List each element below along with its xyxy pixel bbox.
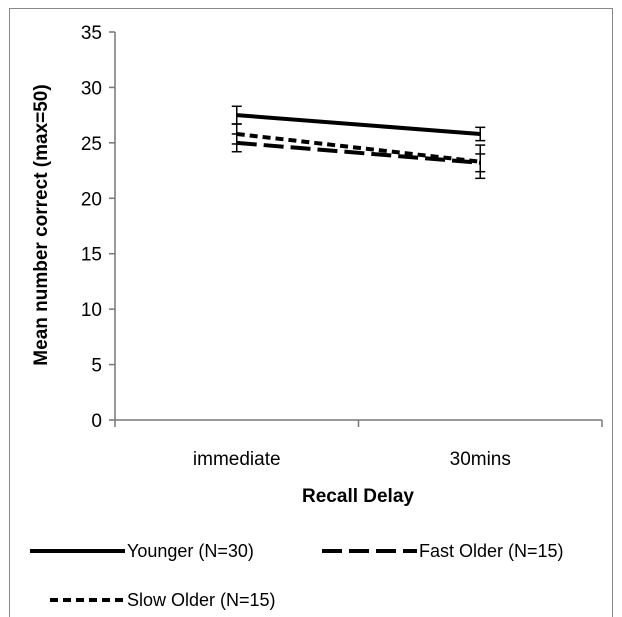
series-line bbox=[236, 113, 481, 136]
y-tick-label: 10 bbox=[81, 300, 102, 321]
y-tick-label: 25 bbox=[81, 134, 102, 155]
series-layer bbox=[231, 105, 486, 180]
x-axis-title: Recall Delay bbox=[302, 486, 414, 507]
y-tick-label: 0 bbox=[91, 411, 102, 432]
y-axis-ticks: 0 5 10 15 20 25 30 35 bbox=[81, 23, 115, 432]
y-tick-label: 5 bbox=[91, 356, 102, 377]
y-tick-label: 30 bbox=[81, 78, 102, 99]
series-1 bbox=[231, 105, 486, 142]
y-tick-label: 20 bbox=[81, 189, 102, 210]
series-line bbox=[236, 140, 481, 165]
y-tick-label: 35 bbox=[81, 23, 102, 44]
y-axis-title: Mean number correct (max=50) bbox=[31, 84, 52, 365]
x-axis-ticks: immediate 30mins bbox=[114, 420, 603, 470]
series-line bbox=[236, 132, 481, 164]
x-tick-label: 30mins bbox=[450, 449, 511, 470]
x-tick-label: immediate bbox=[193, 449, 281, 470]
legend-label: Slow Older (N=15) bbox=[127, 590, 276, 610]
series-3 bbox=[231, 123, 486, 180]
legend-label: Younger (N=30) bbox=[127, 541, 254, 561]
legend: Younger (N=30) Fast Older (N=15) Slow Olde… bbox=[30, 541, 564, 610]
legend-label: Fast Older (N=15) bbox=[419, 541, 564, 561]
legend-item: Slow Older (N=15) bbox=[50, 590, 276, 610]
y-tick-label: 15 bbox=[81, 245, 102, 266]
legend-item: Fast Older (N=15) bbox=[322, 541, 564, 561]
legend-item: Younger (N=30) bbox=[30, 541, 254, 561]
